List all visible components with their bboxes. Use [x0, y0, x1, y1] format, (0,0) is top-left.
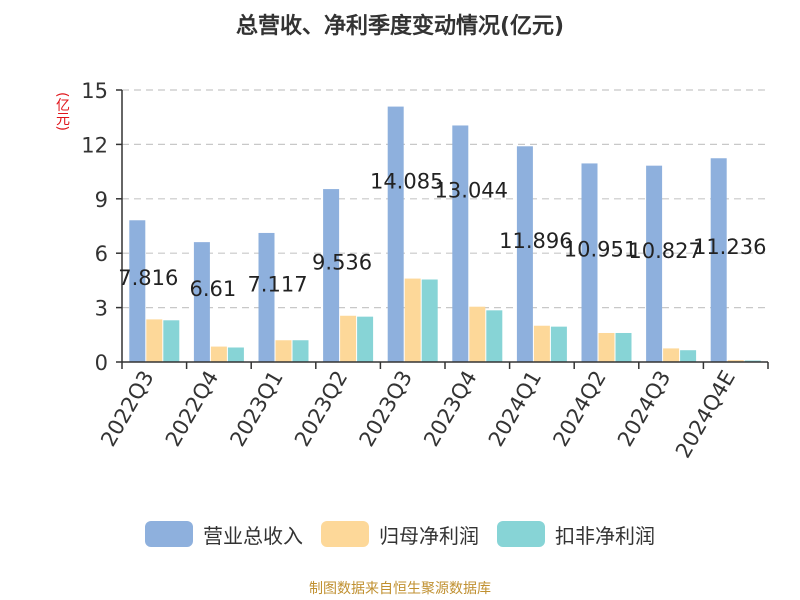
- y-tick-label: 6: [95, 242, 108, 266]
- bars: [129, 106, 761, 362]
- bar[interactable]: [533, 325, 550, 362]
- data-label: 11.896: [499, 229, 572, 253]
- bar[interactable]: [550, 326, 567, 362]
- bar[interactable]: [516, 146, 533, 362]
- bar[interactable]: [340, 315, 357, 362]
- bar[interactable]: [598, 332, 615, 362]
- data-source-note: 制图数据来自恒生聚源数据库: [309, 581, 491, 597]
- bar[interactable]: [193, 242, 210, 362]
- y-tick-label: 12: [81, 133, 108, 157]
- bar[interactable]: [275, 340, 292, 362]
- data-label: 11.236: [693, 235, 766, 259]
- bar[interactable]: [258, 232, 275, 362]
- bar[interactable]: [452, 125, 469, 362]
- bar[interactable]: [163, 320, 180, 362]
- bar[interactable]: [710, 158, 727, 362]
- y-tick-label: 15: [81, 79, 108, 103]
- y-axis-unit-label: (亿元): [54, 92, 70, 131]
- x-tick-label: 2024Q1: [484, 367, 546, 451]
- bar[interactable]: [680, 350, 697, 362]
- y-tick-label: 3: [95, 297, 108, 321]
- bar[interactable]: [357, 316, 374, 362]
- legend: 营业总收入 归母净利润 扣非净利润: [0, 517, 800, 551]
- y-tick-label: 0: [95, 351, 108, 375]
- legend-label-revenue: 营业总收入: [203, 523, 303, 548]
- bar[interactable]: [421, 279, 438, 362]
- legend-item-revenue[interactable]: 营业总收入: [145, 520, 303, 549]
- x-tick-label: 2023Q1: [225, 367, 287, 451]
- bar[interactable]: [469, 306, 486, 362]
- data-label: 14.085: [370, 169, 443, 193]
- legend-swatch-deducted-net-profit: [497, 521, 545, 547]
- data-label: 7.816: [118, 266, 178, 290]
- bar[interactable]: [387, 106, 404, 362]
- bar[interactable]: [292, 340, 309, 362]
- legend-label-net-profit: 归母净利润: [379, 523, 479, 548]
- data-label: 10.951: [564, 238, 637, 262]
- legend-label-deducted-net-profit: 扣非净利润: [555, 523, 655, 548]
- x-tick-label: 2023Q2: [290, 367, 352, 451]
- data-label: 6.61: [190, 277, 237, 301]
- bar[interactable]: [646, 165, 663, 362]
- legend-swatch-revenue: [145, 521, 193, 547]
- legend-item-net-profit[interactable]: 归母净利润: [321, 520, 479, 549]
- bar[interactable]: [227, 347, 244, 362]
- x-tick-label: 2024Q3: [613, 367, 675, 451]
- chart-title: 总营收、净利季度变动情况(亿元): [235, 14, 565, 39]
- bar[interactable]: [146, 319, 163, 362]
- data-label: 7.117: [247, 272, 307, 296]
- data-labels: 7.816 6.61 7.1179.53614.08513.04411.89610.…: [118, 169, 766, 301]
- x-tick-label: 2023Q4: [419, 367, 481, 451]
- x-tick-label: 2022Q4: [161, 367, 223, 451]
- bar[interactable]: [663, 348, 680, 362]
- legend-swatch-net-profit: [321, 521, 369, 547]
- x-tick-label: 2024Q4E: [671, 367, 740, 463]
- data-label: 10.827: [628, 239, 701, 263]
- x-tick-label: 2023Q3: [355, 367, 417, 451]
- bar[interactable]: [486, 310, 503, 362]
- bar[interactable]: [129, 220, 146, 362]
- bar[interactable]: [727, 360, 744, 362]
- legend-item-deducted-net-profit[interactable]: 扣非净利润: [497, 520, 655, 549]
- bar[interactable]: [404, 278, 421, 362]
- data-label: 13.044: [435, 179, 508, 203]
- data-label: 9.536: [312, 251, 372, 275]
- bar[interactable]: [323, 189, 340, 362]
- x-tick-label: 2022Q3: [96, 367, 158, 451]
- x-tick-label: 2024Q2: [548, 367, 610, 451]
- bar[interactable]: [581, 163, 598, 362]
- y-tick-label: 9: [95, 188, 108, 212]
- bar[interactable]: [210, 346, 227, 362]
- bar[interactable]: [615, 332, 632, 362]
